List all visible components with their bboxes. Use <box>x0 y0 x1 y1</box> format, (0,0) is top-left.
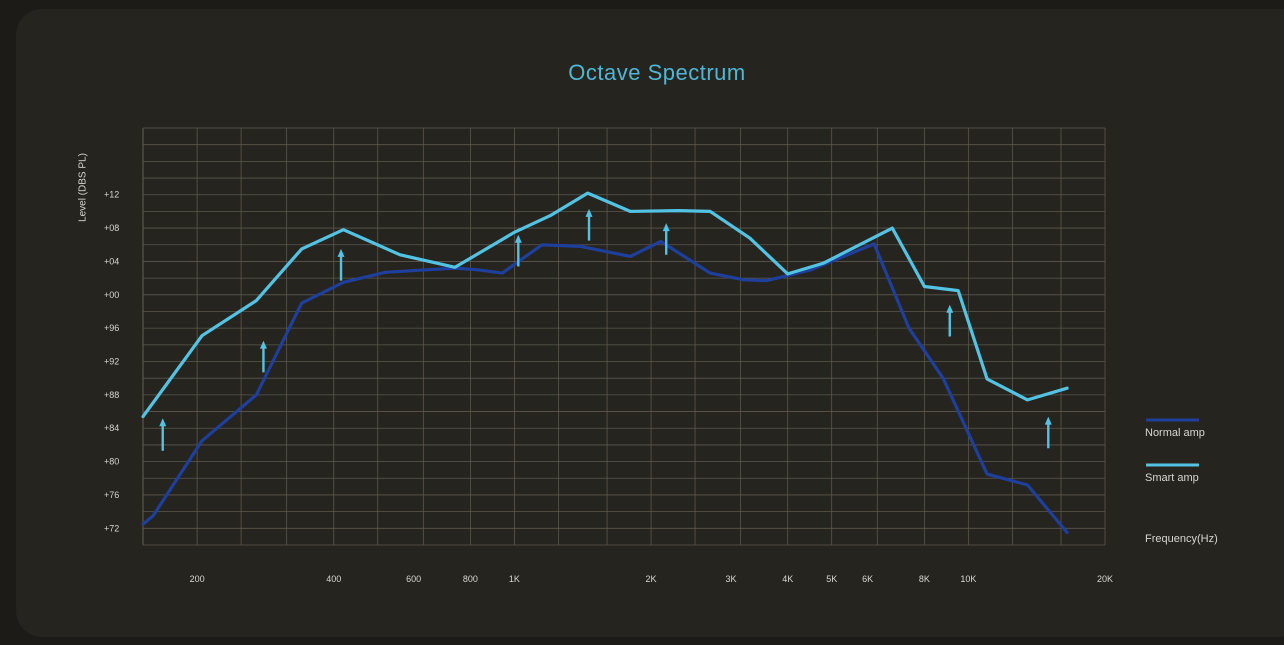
increase-arrow-head <box>259 340 267 349</box>
y-tick-label: +80 <box>104 457 119 467</box>
chart-panel <box>16 9 1284 637</box>
increase-arrow-head <box>946 304 954 313</box>
increase-arrow-head <box>1044 416 1052 425</box>
y-tick-label: +84 <box>104 423 119 433</box>
y-tick-label: +92 <box>104 357 119 367</box>
x-tick-label: 8K <box>919 574 930 584</box>
x-tick-label: 400 <box>326 574 341 584</box>
x-tick-label: 6K <box>862 574 873 584</box>
x-tick-label: 20K <box>1097 574 1113 584</box>
x-axis-title: Frequency(Hz) <box>1145 533 1218 545</box>
legend-normal-label: Normal amp <box>1145 427 1205 439</box>
y-tick-label: +04 <box>104 256 119 266</box>
y-tick-label: +96 <box>104 323 119 333</box>
increase-arrow-head <box>514 234 522 243</box>
y-tick-label: +88 <box>104 390 119 400</box>
y-tick-label: +76 <box>104 490 119 500</box>
y-tick-label: +72 <box>104 523 119 533</box>
increase-arrow-head <box>662 223 670 232</box>
x-tick-label: 5K <box>826 574 837 584</box>
x-tick-label: 4K <box>782 574 793 584</box>
y-tick-label: +12 <box>104 190 119 200</box>
legend-smart-label: Smart amp <box>1145 472 1199 484</box>
increase-arrow-head <box>337 248 345 257</box>
chart-title: Octave Spectrum <box>568 60 746 85</box>
y-tick-label: +00 <box>104 290 119 300</box>
increase-arrow-head <box>159 418 167 427</box>
x-tick-label: 800 <box>463 574 478 584</box>
increase-arrow-head <box>585 208 593 217</box>
series-line-smart-amp <box>141 191 1069 419</box>
series-line-normal-amp <box>141 239 1069 535</box>
y-tick-label: +08 <box>104 223 119 233</box>
x-tick-label: 3K <box>725 574 736 584</box>
x-tick-label: 200 <box>190 574 205 584</box>
x-tick-label: 2K <box>646 574 657 584</box>
x-tick-label: 600 <box>406 574 421 584</box>
x-tick-label: 1K <box>509 574 520 584</box>
x-tick-label: 10K <box>960 574 976 584</box>
